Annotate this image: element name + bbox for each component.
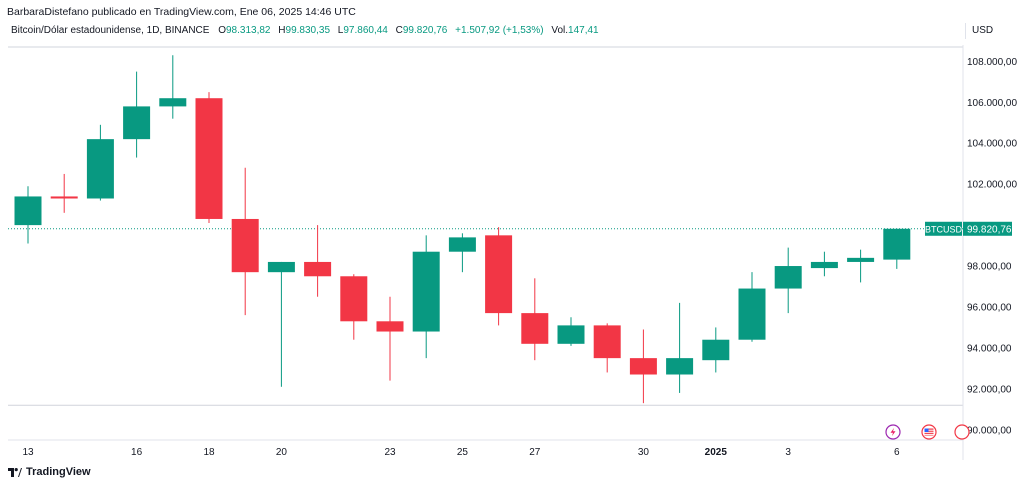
candle-layer [14,55,911,404]
candle-body[interactable] [50,196,78,199]
volume-key: Vol. [551,25,569,36]
x-tick-label: 18 [203,447,215,458]
y-tick-label: 98.000,00 [967,262,1012,273]
candle-body[interactable] [629,358,657,375]
candle-body[interactable] [86,139,114,199]
y-tick-label: 108.000,00 [967,57,1017,68]
candle-body[interactable] [485,235,513,314]
candle-body[interactable] [448,237,476,252]
tradingview-brand: TradingView [26,466,91,478]
x-tick-label: 20 [276,447,288,458]
candle-body[interactable] [376,321,404,332]
candle-body[interactable] [847,257,875,262]
x-tick-label: 2025 [705,447,728,458]
y-tick-label: 104.000,00 [967,139,1017,150]
x-tick-label: 13 [22,447,34,458]
candle-body[interactable] [738,288,766,340]
event-icons [885,424,970,440]
candle-body[interactable] [774,266,802,289]
candle-body[interactable] [557,325,585,344]
symbol-badge: BTCUSD [925,224,963,234]
x-tick-label: 6 [894,447,900,458]
candle-body[interactable] [810,261,838,269]
axis-layer: 108.000,00 106.000,00 104.000,00 102.000,00… [22,57,1017,458]
x-tick-label: 25 [457,447,469,458]
candle-body[interactable] [159,98,187,107]
last-price-badge-bg [963,221,1012,236]
change-value: +1.507,92 (+1,53%) [455,25,544,36]
symbol-badge-bg [925,221,962,236]
currency-button[interactable]: USD [965,23,1012,39]
x-tick-label: 23 [384,447,396,458]
close-key: C [395,25,403,36]
grid-layer [8,45,964,460]
close-value: 99.820,76 [402,25,448,36]
x-tick-label: 16 [131,447,143,458]
candle-body[interactable] [123,106,151,140]
candle-body[interactable] [521,313,549,344]
candle-body[interactable] [195,98,223,219]
last-price-badge: 99.820,76 [967,224,1012,235]
candle-body[interactable] [304,261,332,277]
candle-body[interactable] [14,196,42,226]
high-value: 99.830,35 [285,25,331,36]
y-tick-label: 94.000,00 [967,343,1012,354]
candle-body[interactable] [593,325,621,359]
tradingview-logo[interactable]: TradingView [8,466,91,478]
y-tick-label: 96.000,00 [967,302,1012,313]
partial-event-icon[interactable] [954,424,970,440]
candle-body[interactable] [702,339,730,361]
high-key: H [278,25,286,36]
x-tick-label: 30 [638,447,650,458]
y-tick-label: 92.000,00 [967,384,1012,395]
us-flag-event-icon[interactable] [921,424,937,440]
symbol-legend: Bitcoin/Dólar estadounidense, 1D, BINANC… [11,25,604,36]
y-tick-label: 106.000,00 [967,98,1017,109]
x-tick-label: 27 [529,447,541,458]
tradingview-logo-icon [8,467,22,477]
open-key: O [218,25,226,36]
low-value: 97.860,44 [343,25,388,36]
candle-body[interactable] [267,261,295,273]
candle-body[interactable] [666,358,694,375]
candle-body[interactable] [412,251,440,332]
symbol-description: Bitcoin/Dólar estadounidense, 1D, BINANC… [11,25,210,36]
lightning-event-icon[interactable] [885,424,901,440]
candle-body[interactable] [231,218,259,273]
x-tick-label: 3 [785,447,791,458]
y-tick-label: 102.000,00 [967,180,1017,191]
publication-attribution: BarbaraDistefano publicado en TradingVie… [7,6,356,18]
volume-value: 147,41 [568,25,599,36]
open-value: 98.313,82 [226,25,271,36]
y-tick-label: 90.000,00 [967,425,1012,436]
candle-body[interactable] [340,276,368,322]
low-key: L [337,25,344,36]
candle-body[interactable] [883,228,911,260]
